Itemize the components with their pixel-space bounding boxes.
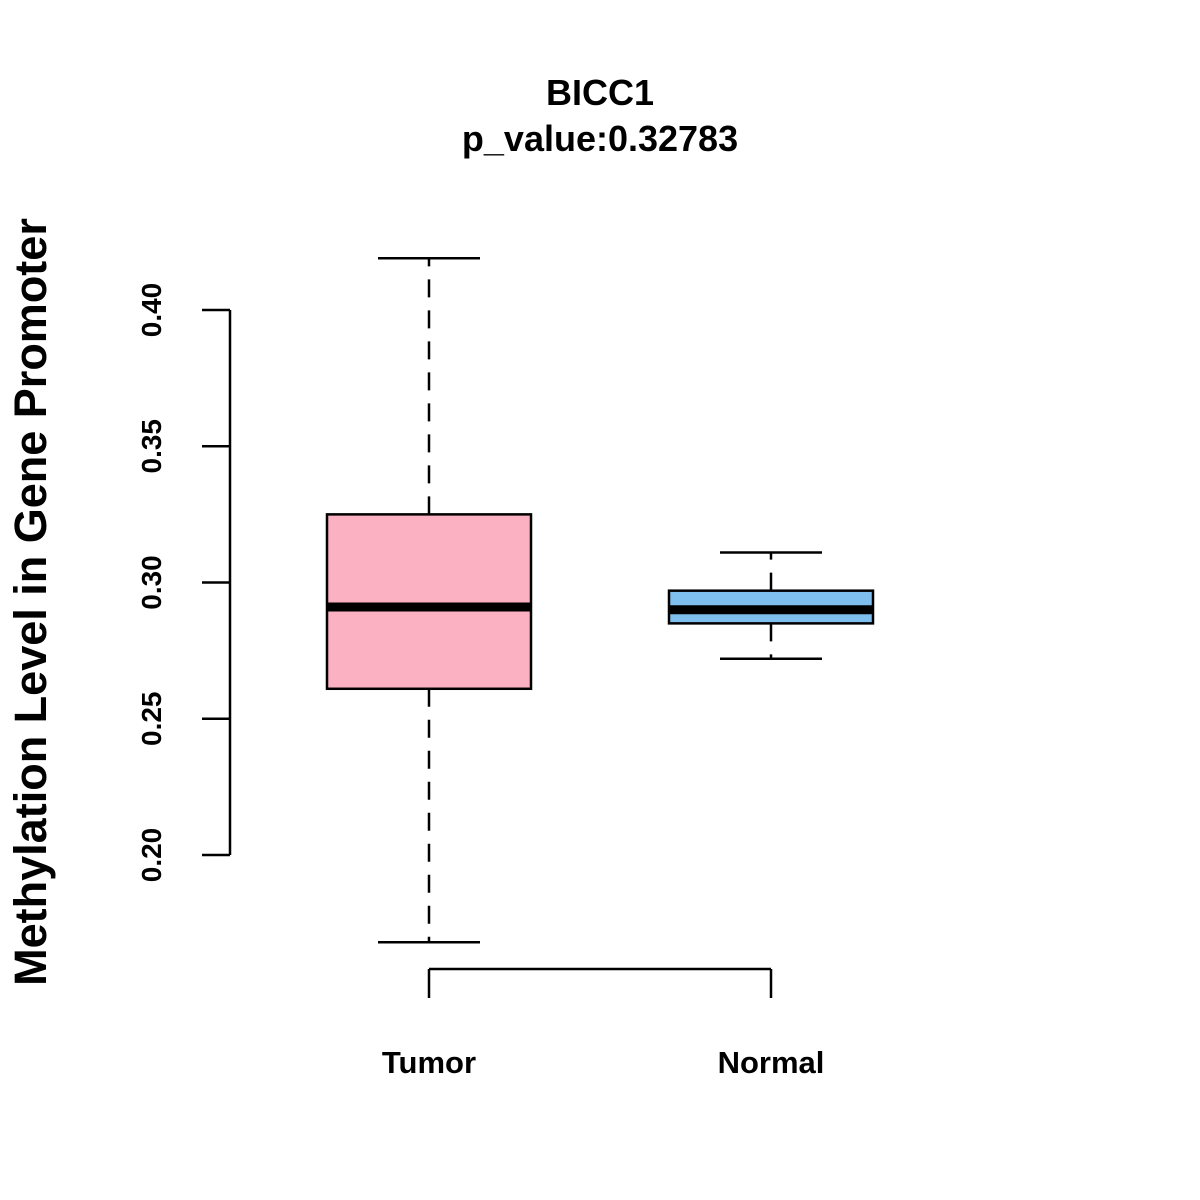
y-tick-label: 0.40 (136, 283, 167, 338)
x-axis: Tumor Normal (382, 967, 825, 1080)
chart-subtitle: p_value:0.32783 (462, 118, 738, 159)
box-tumor (325, 256, 533, 944)
y-axis: 0.20 0.25 0.30 0.35 0.40 (136, 283, 232, 883)
y-axis-label: Methylation Level in Gene Promoter (5, 218, 56, 986)
y-tick-label: 0.30 (136, 555, 167, 610)
y-tick-label: 0.25 (136, 692, 167, 747)
x-tick-label: Tumor (382, 1045, 476, 1080)
chart-title: BICC1 (546, 72, 654, 113)
box-group (325, 256, 875, 944)
box-normal (667, 551, 875, 661)
iqr-box (325, 513, 533, 691)
y-tick-label: 0.35 (136, 419, 167, 474)
y-tick-label: 0.20 (136, 828, 167, 883)
x-tick-label: Normal (718, 1045, 825, 1080)
